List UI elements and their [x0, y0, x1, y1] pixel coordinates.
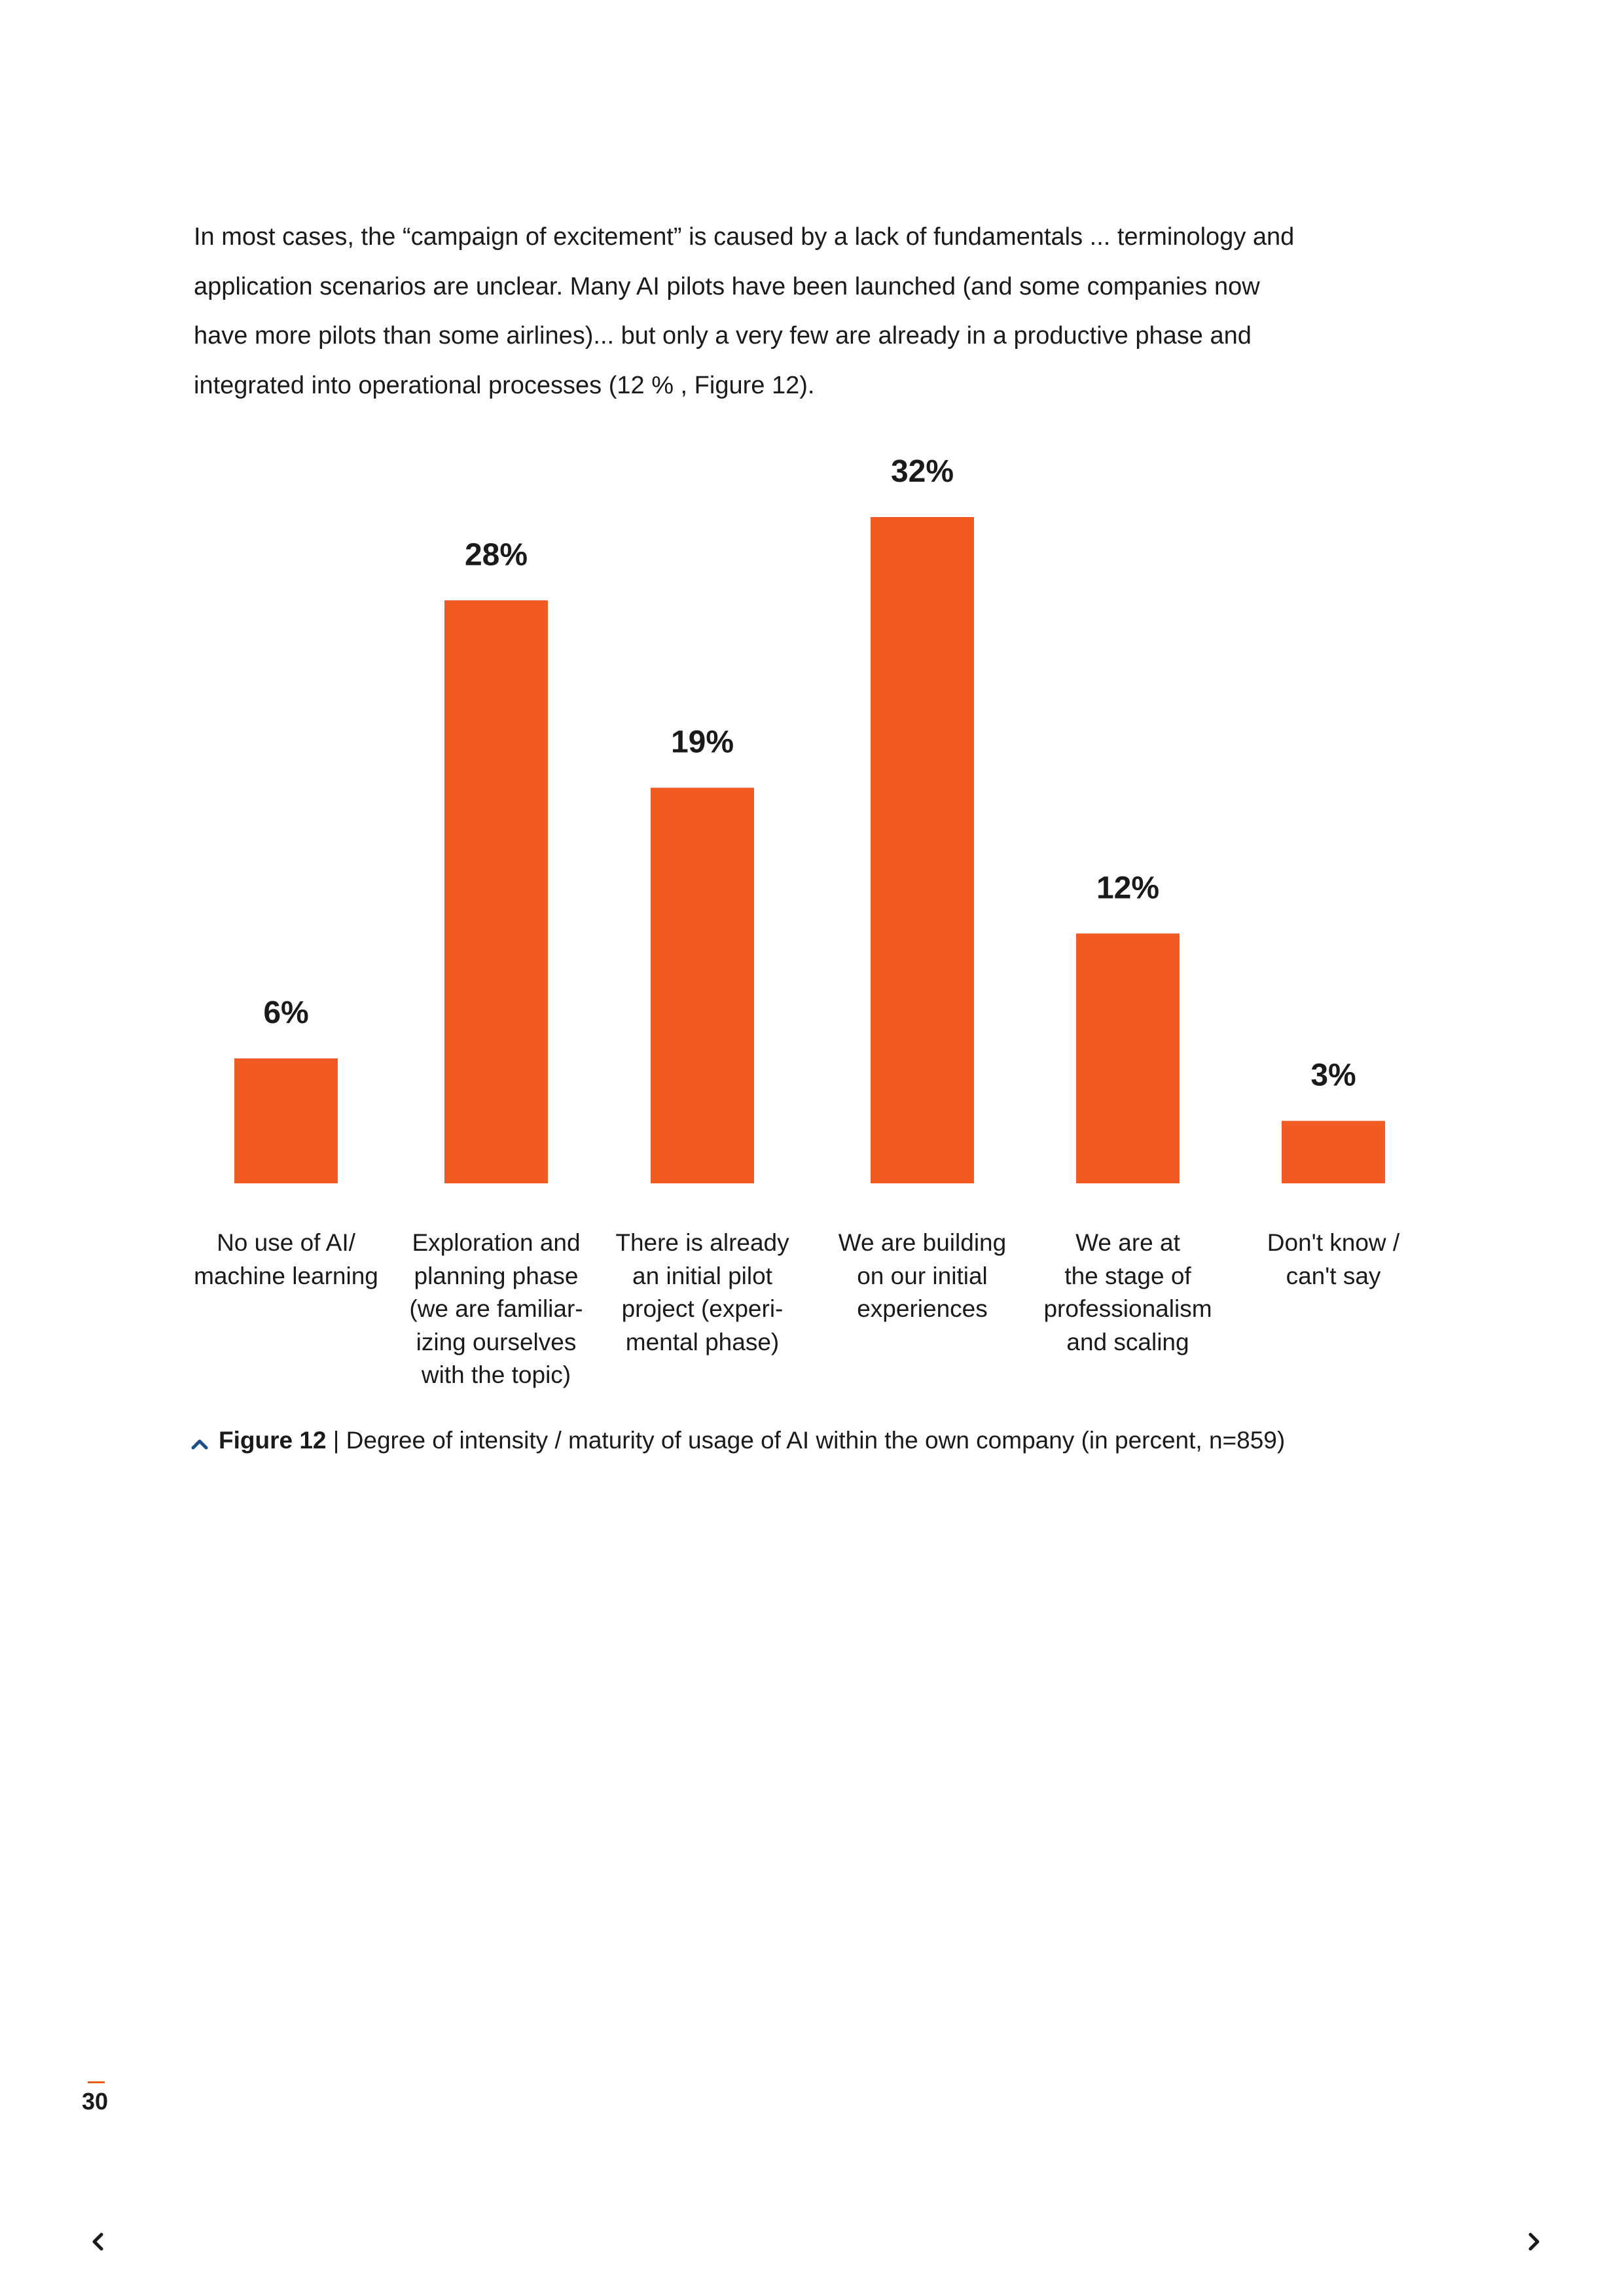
- bar-value-label-2: 28%: [465, 537, 528, 572]
- bar-value-label-6: 3%: [1310, 1058, 1356, 1093]
- category-label-5: We are at the stage of professionalism a…: [1043, 1229, 1212, 1355]
- bar-5: [1076, 933, 1180, 1183]
- bar-value-label-1: 6%: [263, 996, 308, 1030]
- intro-paragraph: In most cases, the “campaign of exciteme…: [194, 223, 1295, 399]
- bar-2: [444, 600, 548, 1183]
- category-label-4: We are building on our initial experienc…: [838, 1229, 1007, 1322]
- bar-value-label-3: 19%: [671, 725, 734, 760]
- caption-separator: |: [326, 1427, 346, 1454]
- bar-value-label-4: 32%: [891, 454, 954, 489]
- bar-4: [871, 517, 974, 1183]
- previous-page-button[interactable]: [82, 2225, 115, 2258]
- chevron-right-icon: [1528, 2233, 1540, 2251]
- caption-text: Degree of intensity / maturity of usage …: [346, 1427, 1286, 1454]
- chevron-up-icon: [191, 1428, 208, 1456]
- next-page-button[interactable]: [1517, 2225, 1550, 2258]
- chevron-left-icon: [92, 2233, 103, 2251]
- category-label-1: No use of AI/ machine learning: [194, 1229, 378, 1289]
- page-number: 30: [82, 2088, 109, 2115]
- figure-caption: Figure 12 | Degree of intensity / maturi…: [191, 1427, 1285, 1456]
- page-number-accent: [88, 2081, 105, 2083]
- category-label-3: There is already an initial pilot projec…: [615, 1229, 789, 1355]
- bar-3: [651, 787, 754, 1183]
- bar-chart: 6% 28% 19% 32% 12% 3%: [234, 454, 1385, 1183]
- bar-6: [1282, 1121, 1385, 1183]
- bar-value-label-5: 12%: [1096, 870, 1159, 905]
- figure-label: Figure 12: [219, 1427, 327, 1454]
- category-label-6: Don't know / can't say: [1267, 1229, 1400, 1289]
- category-label-2: Exploration and planning phase (we are f…: [409, 1229, 583, 1388]
- bar-1: [234, 1058, 338, 1183]
